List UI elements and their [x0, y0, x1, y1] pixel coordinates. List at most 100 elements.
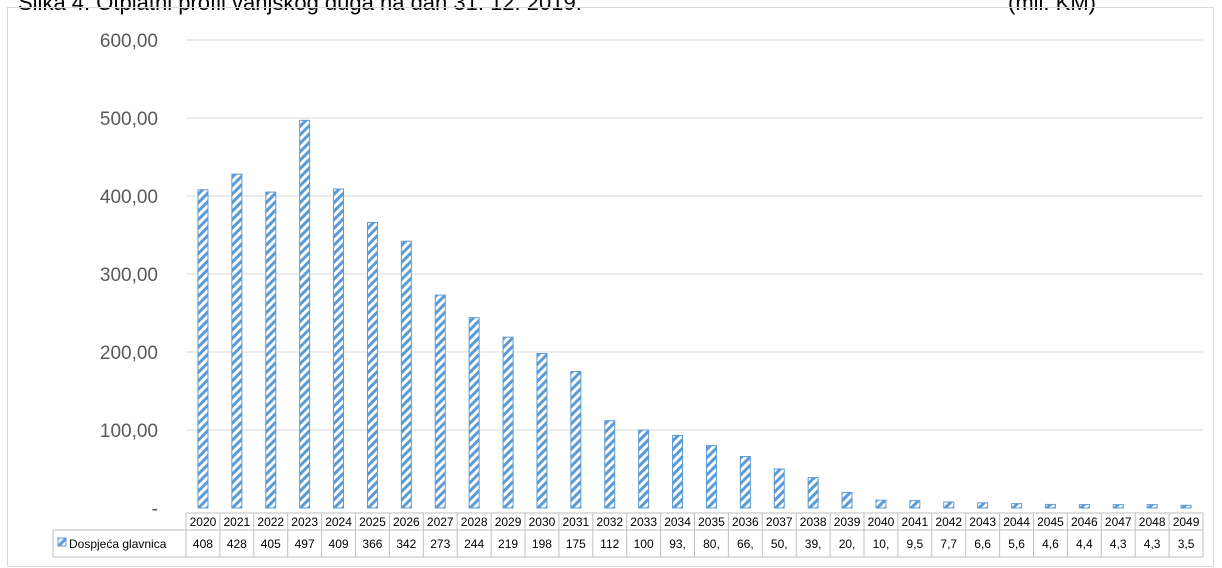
x-tick-label: 2020: [190, 515, 217, 529]
bar: [434, 294, 446, 509]
data-label: 175: [566, 537, 586, 551]
y-tick-label: 600,00: [100, 31, 158, 52]
data-label: 80,: [703, 537, 720, 551]
bar: [1078, 504, 1090, 509]
x-tick-label: 2046: [1071, 515, 1098, 529]
data-label: 4,3: [1144, 537, 1161, 551]
data-label: 497: [295, 537, 315, 551]
x-tick-label: 2021: [223, 515, 250, 529]
data-label: 93,: [669, 537, 686, 551]
x-tick-label: 2030: [529, 515, 556, 529]
data-label: 5,6: [1008, 537, 1025, 551]
data-label: 9,5: [907, 537, 924, 551]
data-label: 100: [634, 537, 654, 551]
x-tick-label: 2024: [325, 515, 352, 529]
data-label: 66,: [737, 537, 754, 551]
x-tick-label: 2034: [664, 515, 691, 529]
y-tick-label: 300,00: [100, 265, 158, 286]
x-tick-label: 2027: [427, 515, 454, 529]
bar: [672, 434, 684, 509]
legend-swatch: [57, 537, 67, 547]
data-label: 428: [227, 537, 247, 551]
bar: [807, 477, 819, 509]
bar: [739, 456, 751, 509]
x-tick-label: 2029: [495, 515, 522, 529]
data-label: 6,6: [974, 537, 991, 551]
bar: [570, 371, 582, 509]
bar: [841, 491, 853, 509]
data-label: 219: [498, 537, 518, 551]
y-tick-label: 400,00: [100, 187, 158, 208]
bar: [1011, 503, 1023, 509]
bar: [333, 188, 345, 509]
data-label: 112: [600, 537, 619, 551]
x-tick-label: 2043: [969, 515, 996, 529]
x-tick-label: 2047: [1105, 515, 1132, 529]
data-label: 409: [329, 537, 349, 551]
bar: [604, 420, 616, 509]
bar: [299, 119, 311, 509]
x-tick-label: 2037: [766, 515, 793, 529]
y-tick-label: 100,00: [100, 421, 158, 442]
x-tick-label: 2023: [291, 515, 318, 529]
bar: [231, 173, 243, 509]
x-tick-label: 2039: [834, 515, 861, 529]
x-tick-label: 2031: [562, 515, 589, 529]
bar: [638, 429, 650, 509]
x-tick-label: 2036: [732, 515, 759, 529]
data-label: 3,5: [1178, 537, 1195, 551]
bar: [773, 468, 785, 509]
bar: [502, 336, 514, 509]
legend-label: Dospjeća glavnica: [69, 537, 167, 551]
y-tick-label: -: [152, 499, 158, 520]
bar: [400, 240, 412, 509]
data-label: 10,: [873, 537, 890, 551]
x-tick-label: 2026: [393, 515, 420, 529]
data-label: 39,: [805, 537, 822, 551]
bar: [1180, 504, 1192, 509]
x-tick-label: 2033: [630, 515, 657, 529]
x-tick-label: 2048: [1139, 515, 1166, 529]
y-tick-label: 500,00: [100, 109, 158, 130]
bar: [705, 445, 717, 509]
bar: [1112, 504, 1124, 509]
x-tick-label: 2044: [1003, 515, 1030, 529]
data-label: 4,6: [1042, 537, 1059, 551]
bar: [468, 317, 480, 509]
x-tick-label: 2032: [596, 515, 623, 529]
bar: [943, 501, 955, 509]
x-tick-label: 2049: [1173, 515, 1200, 529]
x-tick-label: 2028: [461, 515, 488, 529]
data-label: 20,: [839, 537, 856, 551]
x-tick-label: 2035: [698, 515, 725, 529]
x-tick-label: 2045: [1037, 515, 1064, 529]
data-label: 50,: [771, 537, 788, 551]
bar: [875, 499, 887, 509]
x-tick-label: 2040: [868, 515, 895, 529]
bar: [366, 222, 378, 509]
data-label: 4,3: [1110, 537, 1127, 551]
data-label: 405: [261, 537, 281, 551]
bar: [909, 500, 921, 509]
data-label: 244: [464, 537, 484, 551]
data-label: 408: [193, 537, 213, 551]
x-tick-label: 2025: [359, 515, 386, 529]
bar: [1146, 504, 1158, 509]
data-label: 273: [430, 537, 450, 551]
x-tick-label: 2041: [901, 515, 928, 529]
data-label: 198: [532, 537, 552, 551]
data-label: 4,4: [1076, 537, 1093, 551]
bar: [265, 191, 277, 509]
x-tick-label: 2042: [935, 515, 962, 529]
bar: [536, 353, 548, 509]
data-label: 7,7: [940, 537, 957, 551]
x-tick-label: 2038: [800, 515, 827, 529]
y-tick-label: 200,00: [100, 343, 158, 364]
bar: [197, 189, 209, 509]
data-label: 366: [362, 537, 382, 551]
bar: [977, 502, 989, 509]
data-label: 342: [396, 537, 416, 551]
x-tick-label: 2022: [257, 515, 284, 529]
chart-frame: [7, 7, 1214, 567]
